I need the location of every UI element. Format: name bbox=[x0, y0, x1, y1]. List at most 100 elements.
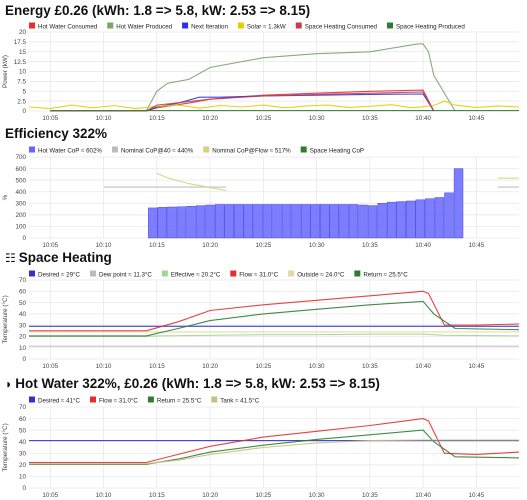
series-line-nominal-cop-flow-517 bbox=[156, 172, 227, 192]
bar bbox=[243, 204, 254, 239]
x-tick-label: 10:45 bbox=[469, 363, 485, 370]
bar bbox=[320, 204, 330, 239]
y-tick-label: 0 bbox=[22, 235, 26, 242]
energy-title: Energy £0.26 (kWh: 1.8 => 5.8, kW: 2.53 … bbox=[5, 3, 311, 18]
y-tick-label: 0 bbox=[22, 485, 26, 492]
x-tick-label: 10:05 bbox=[42, 363, 58, 370]
bar bbox=[195, 205, 206, 239]
chart-legend: Hot Water CoP ≈ 602% Nominal CoP@40 ≈ 440… bbox=[29, 146, 364, 155]
space-heating-title: ☷ Space Heating bbox=[5, 250, 112, 265]
y-axis-label: % bbox=[2, 194, 9, 200]
chart-legend: Desired ≈ 29°C Dew point ≈ 11.3°C Effectiv… bbox=[29, 270, 408, 279]
legend-label-desired-41-c: Desired ≈ 41°C bbox=[38, 398, 81, 405]
legend-swatch-return-25-5-c bbox=[354, 270, 361, 277]
x-tick-label: 10:35 bbox=[362, 115, 378, 122]
y-tick-label: 10 bbox=[19, 345, 27, 352]
legend-label-hot-water-consumed: Hot Water Consumed bbox=[38, 24, 98, 31]
y-tick-label: 20 bbox=[19, 334, 27, 341]
legend-label-flow-31-0-c: Flow ≈ 31.0°C bbox=[239, 272, 278, 279]
legend-swatch-space-heating-produced bbox=[386, 22, 393, 29]
hot-water-title: ◗ Hot Water 322%, £0.26 (kWh: 1.8 => 5.8,… bbox=[5, 376, 380, 391]
series-line-hot-water-produced bbox=[50, 43, 456, 112]
y-tick-label: 40 bbox=[19, 311, 27, 318]
legend-label-space-heating-produced: Space Heating Produced bbox=[396, 24, 465, 31]
legend-label-flow-31-0-c: Flow ≈ 31.0°C bbox=[99, 398, 138, 405]
bar bbox=[291, 204, 301, 239]
bar bbox=[425, 198, 435, 239]
x-tick-label: 10:45 bbox=[469, 115, 485, 122]
bar bbox=[386, 201, 397, 239]
y-tick-label: 30 bbox=[19, 322, 27, 329]
x-tick-label: 10:05 bbox=[42, 115, 58, 122]
series-line-effective-20-2-c bbox=[29, 333, 520, 337]
energy-chart: Hot Water Consumed Hot Water Produced Next… bbox=[2, 22, 520, 122]
y-tick-label: 300 bbox=[15, 200, 26, 207]
legend-label-effective-20-2-c: Effective ≈ 20.2°C bbox=[171, 272, 221, 279]
bar bbox=[453, 168, 464, 239]
legend-label-nominal-cop-flow-517: Nominal CoP@Flow ≈ 517% bbox=[212, 148, 291, 155]
bar bbox=[406, 200, 416, 239]
y-tick-label: 700 bbox=[15, 154, 26, 161]
legend-swatch-space-heating-cop bbox=[300, 146, 307, 153]
legend-swatch-next-iteration bbox=[182, 22, 189, 29]
x-tick-label: 10:25 bbox=[255, 492, 271, 498]
legend-label-nominal-cop-40-440: Nominal CoP@40 ≈ 440% bbox=[121, 148, 194, 155]
x-tick-label: 10:25 bbox=[255, 115, 271, 122]
x-tick-label: 10:30 bbox=[309, 115, 325, 122]
bar bbox=[415, 199, 425, 239]
efficiency-title: Efficiency 322% bbox=[5, 126, 108, 141]
legend-swatch-nominal-cop-flow-517 bbox=[203, 146, 210, 153]
y-tick-label: 10 bbox=[19, 69, 27, 76]
x-tick-label: 10:05 bbox=[42, 242, 58, 248]
x-tick-label: 10:40 bbox=[415, 363, 431, 370]
bar bbox=[310, 204, 320, 239]
bar bbox=[281, 204, 292, 239]
y-tick-label: 60 bbox=[19, 416, 27, 423]
x-tick-label: 10:40 bbox=[415, 115, 431, 122]
bar bbox=[186, 205, 196, 239]
legend-label-return-25-5-c: Return ≈ 25.5°C bbox=[363, 272, 408, 279]
legend-swatch-nominal-cop-40-440 bbox=[111, 146, 118, 153]
bar bbox=[329, 204, 339, 239]
y-tick-label: 0 bbox=[22, 108, 26, 115]
legend-swatch-return-25-5-c bbox=[147, 396, 154, 403]
series-line-return-25-5-c bbox=[29, 300, 520, 337]
x-tick-label: 10:10 bbox=[96, 115, 112, 122]
y-tick-label: 10 bbox=[19, 474, 27, 481]
water-drop-icon: ◗ bbox=[5, 377, 13, 391]
bar bbox=[167, 206, 177, 239]
legend-label-space-heating-cop: Space Heating CoP bbox=[310, 148, 364, 155]
legend-label-space-heating-consumed: Space Heating Consumed bbox=[305, 24, 378, 31]
y-axis-label: Temperature (°C) bbox=[1, 295, 9, 343]
x-tick-label: 10:25 bbox=[255, 363, 271, 370]
bar bbox=[224, 204, 234, 239]
legend-swatch-flow-31-0-c bbox=[230, 270, 237, 277]
series-line-solar-1-3kw bbox=[28, 100, 520, 110]
bar bbox=[358, 204, 368, 239]
y-tick-label: 500 bbox=[15, 177, 26, 184]
y-tick-label: 12.5 bbox=[14, 59, 27, 66]
series-line-space-heating-consumed bbox=[50, 91, 435, 112]
x-tick-label: 10:10 bbox=[96, 363, 112, 370]
y-tick-label: 20 bbox=[19, 462, 27, 469]
legend-swatch-hot-water-cop-602 bbox=[29, 146, 35, 153]
chart-legend: Hot Water Consumed Hot Water Produced Next… bbox=[29, 22, 465, 31]
bar bbox=[205, 204, 215, 239]
legend-label-dew-point-11-3-c: Dew point ≈ 11.3°C bbox=[99, 272, 152, 279]
x-tick-label: 10:20 bbox=[202, 492, 218, 498]
legend-swatch-outside-24-0-c bbox=[288, 270, 295, 277]
bar bbox=[339, 204, 349, 239]
bar bbox=[262, 204, 273, 239]
bar bbox=[444, 192, 454, 239]
y-tick-label: 17.5 bbox=[14, 39, 27, 46]
x-tick-label: 10:15 bbox=[149, 492, 165, 498]
x-tick-label: 10:35 bbox=[362, 363, 378, 370]
y-tick-label: 50 bbox=[19, 427, 27, 434]
x-tick-label: 10:15 bbox=[149, 363, 165, 370]
x-tick-label: 10:45 bbox=[469, 492, 485, 498]
x-tick-label: 10:45 bbox=[469, 242, 485, 248]
x-tick-label: 10:35 bbox=[362, 242, 378, 248]
efficiency-chart: Hot Water CoP ≈ 602% Nominal CoP@40 ≈ 440… bbox=[2, 146, 519, 248]
y-tick-label: 40 bbox=[19, 439, 27, 446]
legend-label-next-iteration: Next Iteration bbox=[191, 24, 228, 31]
